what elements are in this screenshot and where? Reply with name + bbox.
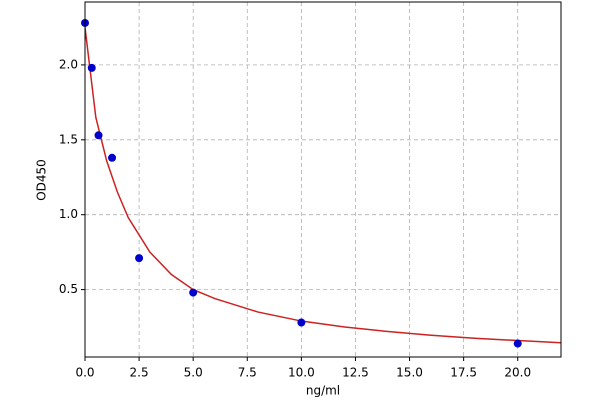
- data-point: [189, 288, 198, 297]
- data-point: [297, 318, 306, 327]
- y-axis-label: OD450: [35, 159, 49, 201]
- x-tick-label: 17.5: [450, 366, 477, 380]
- x-tick-label: 0.0: [75, 366, 94, 380]
- y-tick-label: 1.5: [59, 132, 78, 146]
- x-tick-label: 10.0: [288, 366, 315, 380]
- data-point: [513, 339, 522, 348]
- x-axis-label: ng/ml: [306, 384, 340, 398]
- x-tick-label: 15.0: [396, 366, 423, 380]
- data-point: [135, 254, 144, 263]
- x-tick-label: 7.5: [238, 366, 257, 380]
- data-point: [87, 63, 96, 72]
- fit-curve: [85, 27, 561, 344]
- x-tick-label: 12.5: [342, 366, 369, 380]
- plot-frame: [84, 1, 562, 358]
- x-tick-label: 20.0: [504, 366, 531, 380]
- x-tick-label: 2.5: [130, 366, 149, 380]
- data-point: [94, 131, 103, 140]
- x-tick-label: 5.0: [184, 366, 203, 380]
- y-tick-label: 0.5: [59, 282, 78, 296]
- data-point: [108, 153, 117, 162]
- y-tick-label: 2.0: [59, 57, 78, 71]
- y-tick-label: 1.0: [59, 207, 78, 221]
